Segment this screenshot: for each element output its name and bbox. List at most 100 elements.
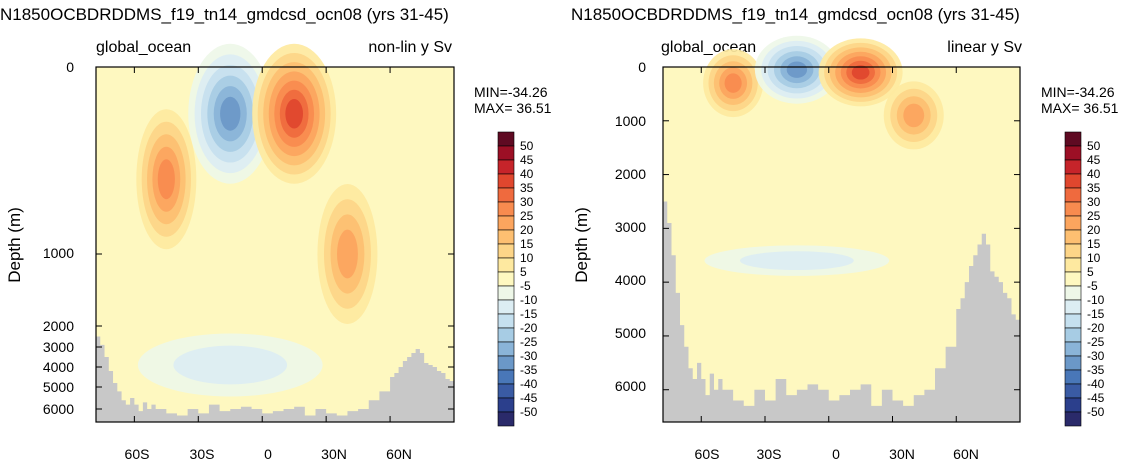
- colorbar-swatch: [497, 327, 515, 343]
- colorbar-label: 45: [520, 153, 534, 167]
- colorbar-label: 30: [520, 195, 534, 209]
- colorbar-swatch: [1064, 411, 1082, 427]
- y-tick-label: 6000: [615, 378, 646, 394]
- colorbar-swatch: [1064, 271, 1082, 287]
- x-tick-label: 60S: [695, 446, 720, 462]
- colorbar-swatch: [1064, 341, 1082, 357]
- y-axis-label: Depth (m): [5, 207, 24, 283]
- y-tick-label: 3000: [43, 339, 74, 355]
- colorbar-swatch: [497, 159, 515, 175]
- colorbar-label: 15: [520, 237, 534, 251]
- colorbar-swatch: [1064, 159, 1082, 175]
- y-tick-label: 0: [66, 59, 74, 75]
- colorbar-label: -40: [520, 377, 538, 391]
- contour-level: [786, 61, 808, 78]
- colorbar-swatch: [497, 299, 515, 315]
- colorbar-label: -25: [520, 335, 538, 349]
- colorbar-label: 25: [1087, 209, 1101, 223]
- x-tick-label: 60S: [125, 446, 150, 462]
- colorbar-label: -30: [520, 349, 538, 363]
- colorbar-label: -20: [520, 321, 538, 335]
- colorbar: 5045403530252015105-5-10-15-20-25-30-35-…: [497, 131, 538, 427]
- colorbar-label: 35: [1087, 181, 1101, 195]
- contour-level: [173, 345, 288, 385]
- colorbar-swatch: [497, 173, 515, 189]
- x-tick-label: 60N: [386, 446, 412, 462]
- plot-area: [663, 35, 1020, 422]
- colorbar-label: -20: [1087, 321, 1105, 335]
- colorbar-swatch: [497, 383, 515, 399]
- colorbar-label: -5: [1087, 279, 1098, 293]
- min-value-label: MIN=-34.26: [1041, 84, 1115, 100]
- min-value-label: MIN=-34.26: [474, 84, 548, 100]
- colorbar-label: 20: [520, 223, 534, 237]
- colorbar-swatch: [1064, 285, 1082, 301]
- positive-cell: [703, 49, 764, 118]
- colorbar-swatch: [497, 145, 515, 161]
- land-mask: [663, 201, 1020, 422]
- colorbar-label: 25: [520, 209, 534, 223]
- land-topography: [663, 201, 1020, 422]
- positive-cell: [252, 43, 337, 184]
- colorbar-swatch: [1064, 355, 1082, 371]
- colorbar-swatch: [1064, 201, 1082, 217]
- colorbar-swatch: [1064, 299, 1082, 315]
- chart-title: N1850OCBDRDDMS_f19_tn14_gmdcsd_ocn08 (yr…: [571, 5, 1020, 24]
- colorbar-label: 20: [1087, 223, 1101, 237]
- chart-panel-left: N1850OCBDRDDMS_f19_tn14_gmdcsd_ocn08 (yr…: [0, 5, 552, 462]
- colorbar-label: 35: [520, 181, 534, 195]
- colorbar-swatch: [1064, 229, 1082, 245]
- colorbar-label: 5: [520, 265, 527, 279]
- colorbar-swatch: [497, 313, 515, 329]
- colorbar-label: 15: [1087, 237, 1101, 251]
- chart-panel-right: N1850OCBDRDDMS_f19_tn14_gmdcsd_ocn08 (yr…: [567, 0, 1134, 465]
- colorbar-swatch: [1064, 131, 1082, 147]
- colorbar-label: -50: [1087, 405, 1105, 419]
- colorbar-swatch: [497, 341, 515, 357]
- y-tick-label: 1000: [43, 245, 74, 261]
- contour-level: [851, 65, 870, 80]
- colorbar-swatch: [1064, 257, 1082, 273]
- overturning-chart-left: N1850OCBDRDDMS_f19_tn14_gmdcsd_ocn08 (yr…: [0, 5, 552, 462]
- colorbar-swatch: [1064, 327, 1082, 343]
- colorbar-swatch: [1064, 243, 1082, 259]
- colorbar-swatch: [1064, 397, 1082, 413]
- colorbar-label: -45: [520, 391, 538, 405]
- y-tick-label: 2000: [615, 166, 646, 182]
- x-tick-label: 30S: [190, 446, 215, 462]
- colorbar-label: 10: [1087, 251, 1101, 265]
- colorbar-label: -40: [1087, 377, 1105, 391]
- colorbar-swatch: [497, 285, 515, 301]
- colorbar-label: -10: [520, 293, 538, 307]
- y-tick-label: 1000: [615, 113, 646, 129]
- subtitle-region: global_ocean: [96, 39, 191, 56]
- positive-cell: [883, 81, 944, 150]
- y-tick-label: 6000: [43, 401, 74, 417]
- contour-level: [903, 103, 925, 128]
- colorbar-swatch: [497, 187, 515, 203]
- colorbar-label: -35: [520, 363, 538, 377]
- colorbar-label: 10: [520, 251, 534, 265]
- contour-level: [740, 251, 854, 271]
- plot-frame: [662, 66, 1021, 423]
- colorbar-label: 40: [1087, 167, 1101, 181]
- y-tick-label: 5000: [43, 379, 74, 395]
- colorbar-label: -15: [520, 307, 538, 321]
- positive-cell: [317, 184, 378, 324]
- colorbar-swatch: [497, 243, 515, 259]
- colorbar-swatch: [497, 229, 515, 245]
- land-topography: [96, 336, 454, 422]
- y-axis-label: Depth (m): [572, 207, 591, 283]
- colorbar-label: -50: [520, 405, 538, 419]
- colorbar-swatch: [497, 257, 515, 273]
- colorbar-swatch: [1064, 383, 1082, 399]
- land-mask: [96, 336, 454, 422]
- max-value-label: MAX= 36.51: [1041, 100, 1119, 116]
- x-tick-label: 30N: [889, 446, 915, 462]
- y-tick-label: 2000: [43, 318, 74, 334]
- plot-frame: [95, 66, 455, 423]
- contour-level: [157, 159, 175, 200]
- plot-area: [96, 43, 454, 422]
- contour-level: [337, 229, 358, 279]
- colorbar-swatch: [1064, 313, 1082, 329]
